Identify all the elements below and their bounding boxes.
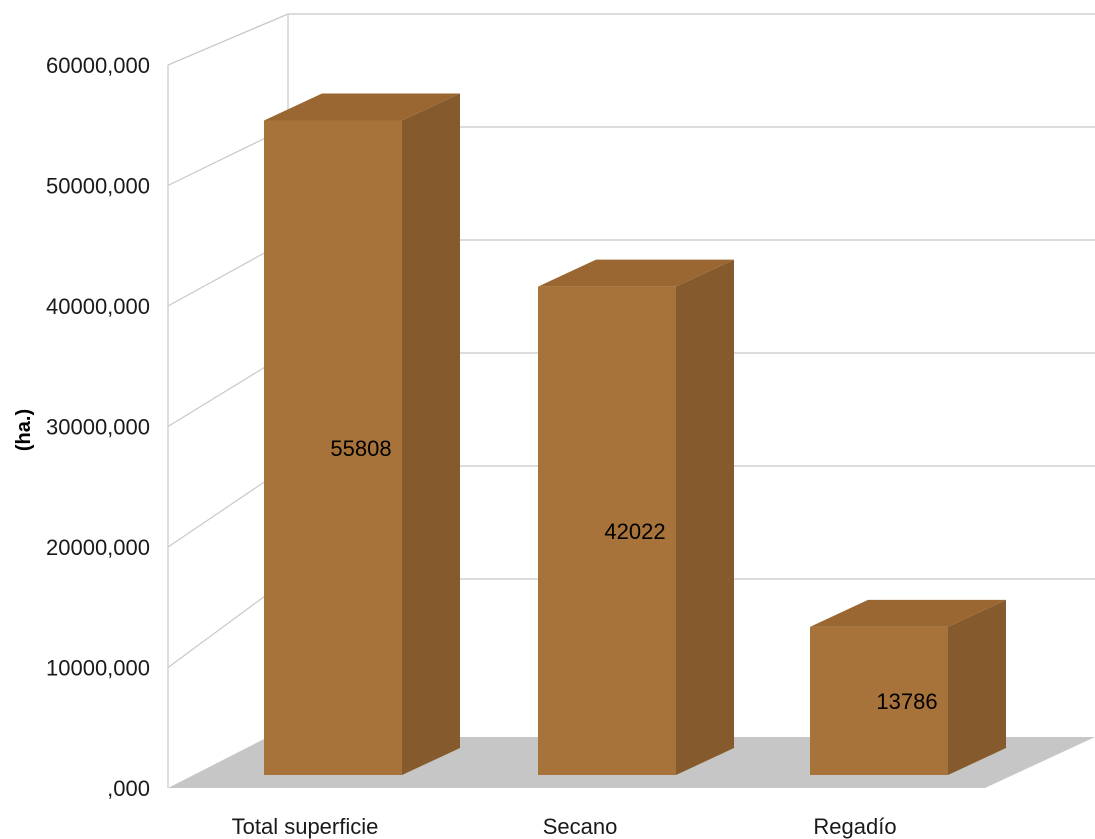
y-axis-tick-labels: ,000 10000,000 20000,000 30000,000 40000,000… bbox=[46, 53, 150, 801]
x-axis-category-labels: Total superficie Secano Regadío bbox=[232, 814, 897, 839]
y-tick-label: 20000,000 bbox=[46, 535, 150, 560]
bar-side-face bbox=[948, 599, 1006, 775]
y-tick-label: 60000,000 bbox=[46, 53, 150, 78]
bar-data-label: 13786 bbox=[876, 689, 937, 714]
y-tick-label: ,000 bbox=[107, 776, 150, 801]
y-tick-label: 40000,000 bbox=[46, 294, 150, 319]
bar: 55808 bbox=[264, 93, 460, 775]
bar-front-face bbox=[810, 626, 948, 775]
y-tick-label: 30000,000 bbox=[46, 415, 150, 440]
bar: 13786 bbox=[810, 599, 1006, 775]
y-axis-label: (ha.) bbox=[13, 409, 35, 451]
bar: 42022 bbox=[538, 259, 734, 775]
bar-front-face bbox=[264, 120, 402, 775]
bar-side-face bbox=[676, 259, 734, 775]
bars: 55808 42022 13786 bbox=[264, 93, 1006, 775]
bar-data-label: 42022 bbox=[604, 519, 665, 544]
y-tick-label: 10000,000 bbox=[46, 656, 150, 681]
bar-top-face bbox=[264, 93, 460, 121]
bar-side-face bbox=[402, 93, 460, 775]
gridline-side bbox=[167, 13, 289, 66]
x-category-label: Secano bbox=[543, 814, 618, 839]
y-tick-label: 50000,000 bbox=[46, 174, 150, 199]
bar-front-face bbox=[538, 286, 676, 775]
bar-top-face bbox=[538, 259, 734, 287]
x-category-label: Regadío bbox=[813, 814, 896, 839]
bar-top-face bbox=[810, 599, 1006, 627]
x-category-label: Total superficie bbox=[232, 814, 379, 839]
bar-data-label: 55808 bbox=[330, 436, 391, 461]
